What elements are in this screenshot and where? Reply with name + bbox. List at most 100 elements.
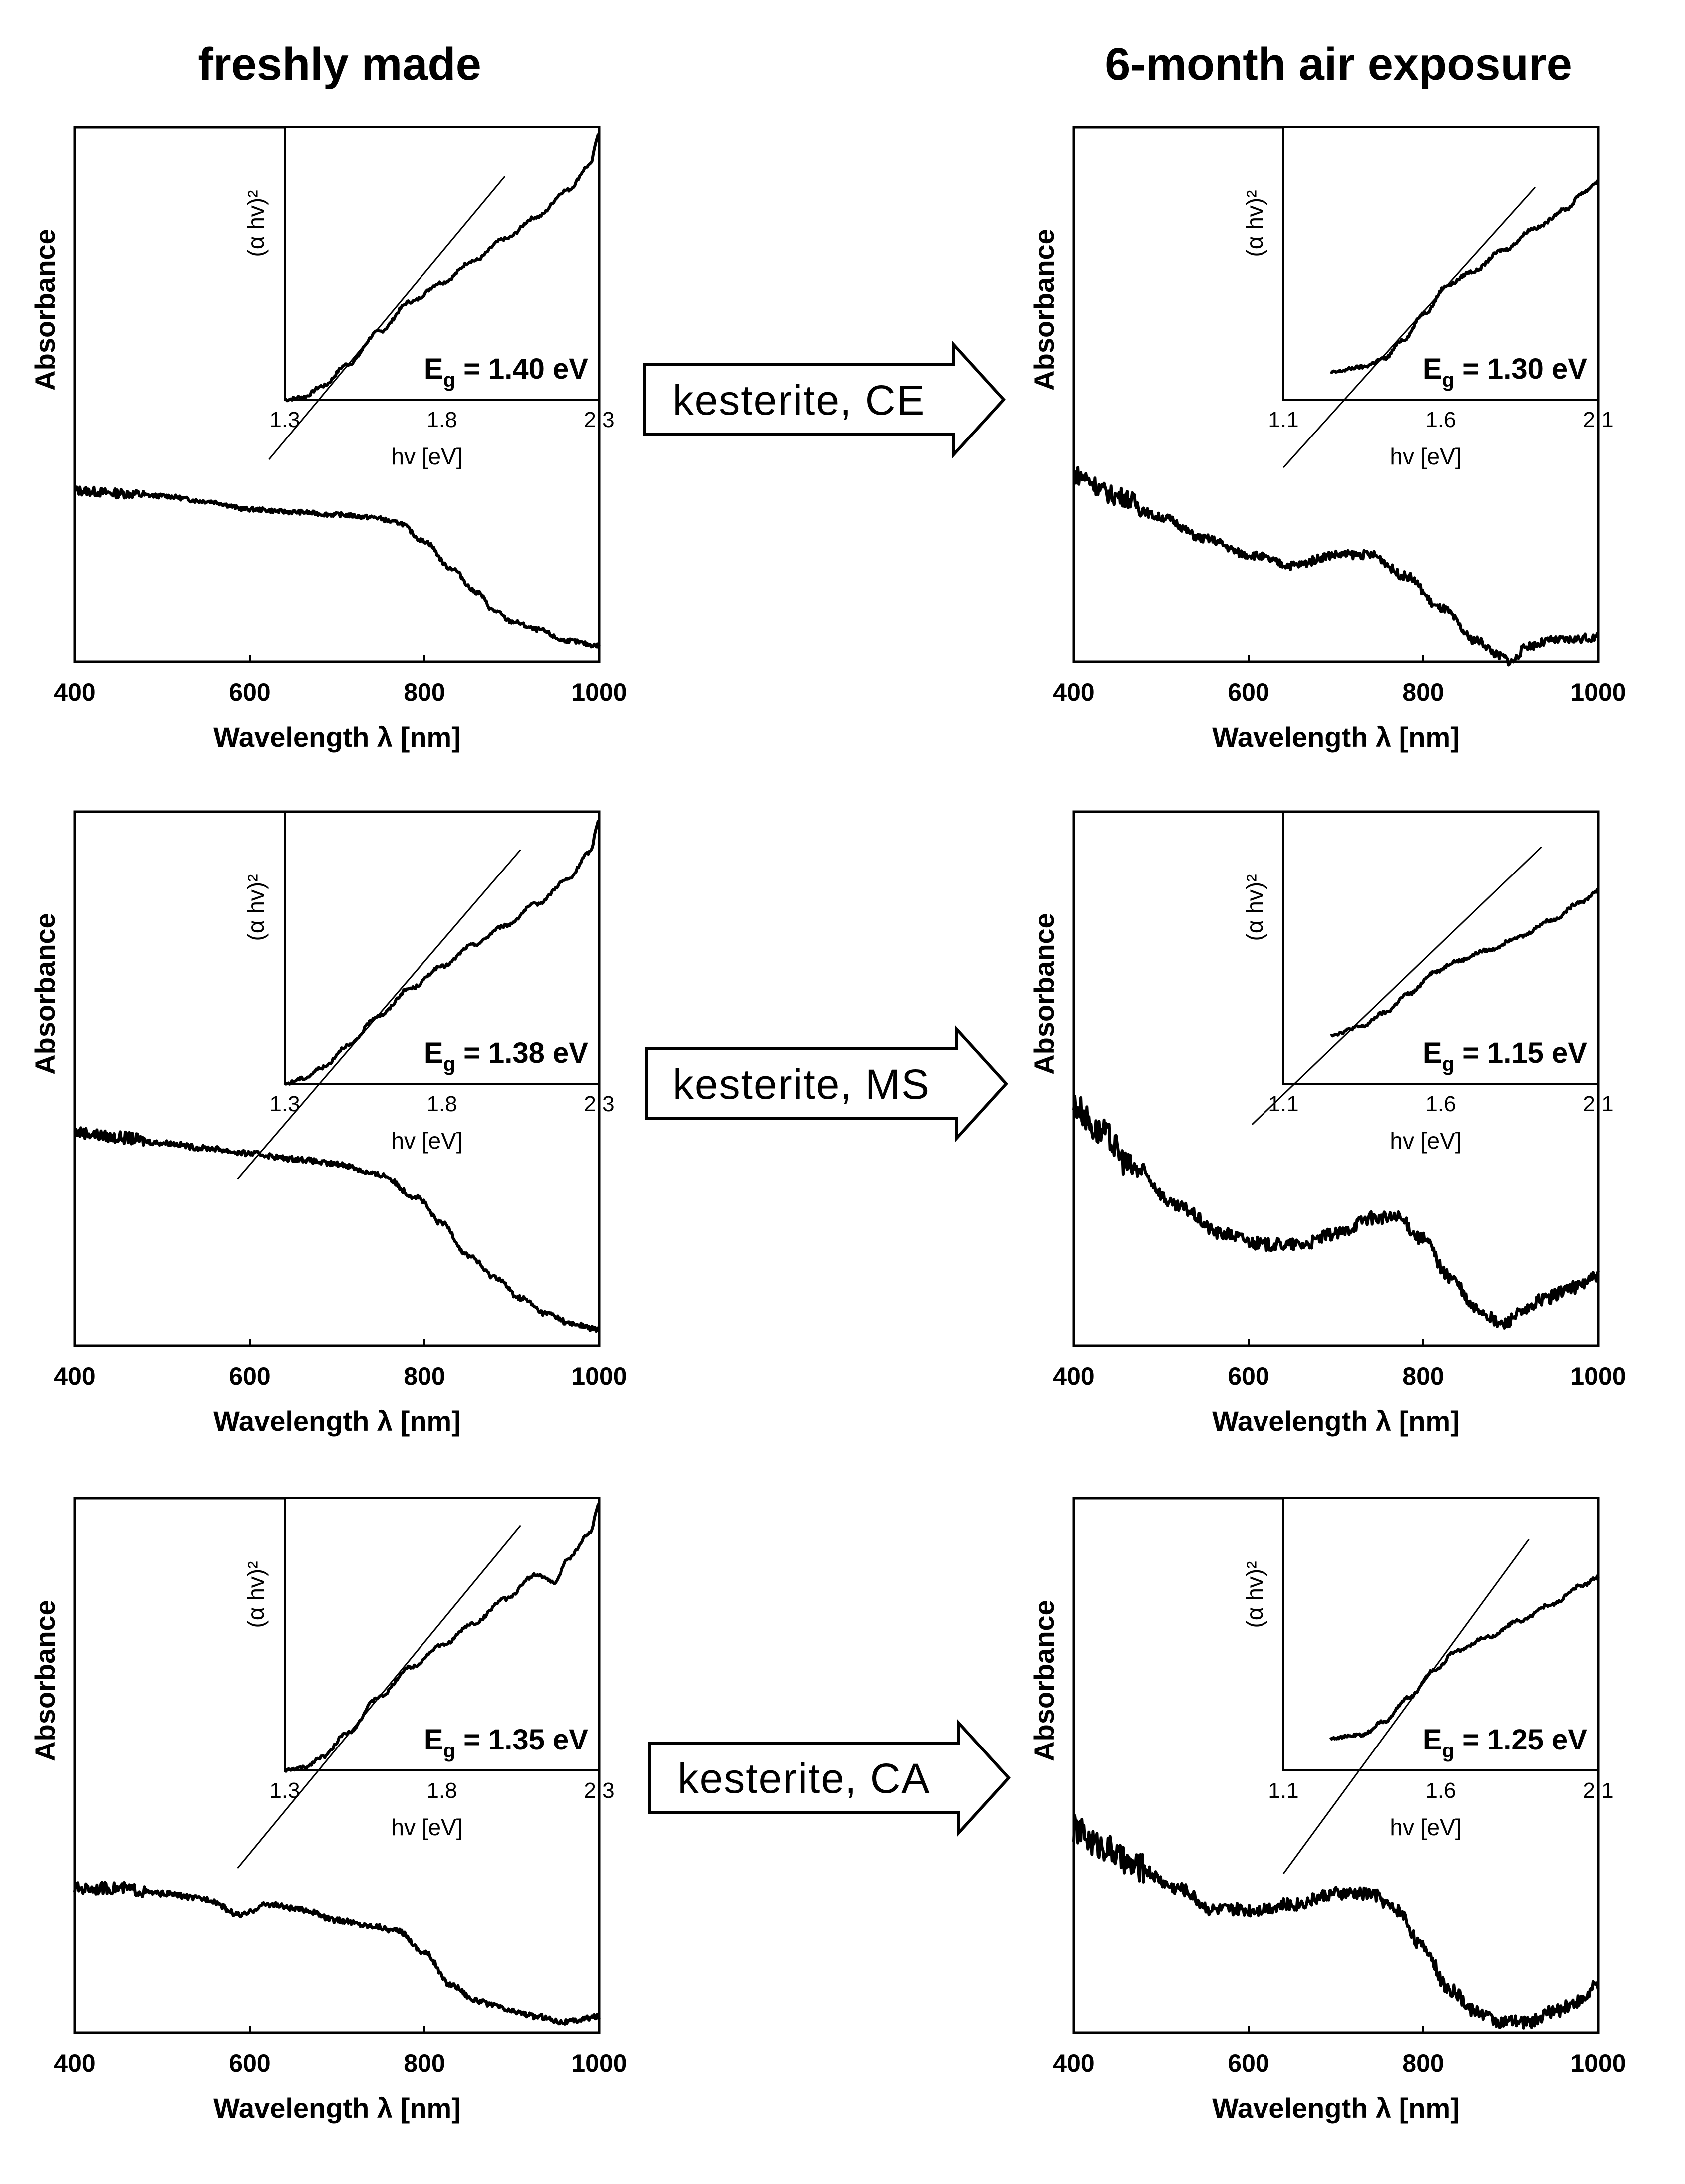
- band-gap-subscript: g: [443, 1740, 455, 1762]
- inset-frame: [1282, 126, 1599, 401]
- inset-tauc-curve: [1330, 887, 1599, 1038]
- x-tick-label: 400: [54, 1362, 95, 1390]
- band-gap-subscript: g: [443, 369, 455, 391]
- inset-y-axis-label: (α hv)²: [1242, 190, 1267, 257]
- inset-x-tick-label: 1.6: [1425, 408, 1456, 432]
- x-tick-label: 800: [404, 1362, 445, 1390]
- x-tick-label: 600: [1228, 678, 1269, 706]
- inset-x-tick-label: 2.1: [1583, 1778, 1613, 1803]
- x-tick-label: 800: [404, 2049, 445, 2077]
- x-tick-label: 1000: [571, 2049, 627, 2077]
- y-axis-label: Absorbance: [1028, 1600, 1060, 1761]
- inset-linear-fit-line: [1282, 186, 1536, 468]
- band-gap-value: = 1.40 eV: [455, 353, 588, 385]
- y-axis-label: Absorbance: [29, 913, 61, 1075]
- chart-panel-aged-ca: 400 600 800 1000 Wavelength λ [nm] Absorbance…: [1028, 1497, 1626, 2124]
- band-gap-value: = 1.35 eV: [455, 1724, 588, 1756]
- x-tick-label: 400: [1053, 2049, 1094, 2077]
- panels: 400 600 800 1000 Wavelength λ [nm] Absorbance…: [29, 126, 1626, 2124]
- x-tick-label: 800: [1402, 2049, 1444, 2077]
- chart-panel-fresh-ce: 400 600 800 1000 Wavelength λ [nm] Absorbance…: [29, 126, 627, 753]
- inset-x-tick-label: 1.1: [1268, 1778, 1298, 1803]
- inset-x-tick-label: 1.6: [1425, 1092, 1456, 1116]
- inset-tauc-curve: [1329, 179, 1599, 374]
- absorbance-series-line: [1072, 466, 1600, 667]
- inset-y-axis-label: (α hv)²: [1242, 1561, 1267, 1628]
- absorbance-series-line: [1072, 1095, 1600, 1330]
- column-title-freshly-made: freshly made: [198, 39, 481, 90]
- inset-x-axis-label: hv [eV]: [1390, 1814, 1461, 1840]
- arrow-label: kesterite, CE: [673, 377, 926, 424]
- inset-tauc-curve: [283, 819, 601, 1086]
- band-gap-label: Eg = 1.38 eV: [424, 1037, 588, 1075]
- chart-panel-aged-ce: 400 600 800 1000 Wavelength λ [nm] Absorbance…: [1028, 126, 1626, 753]
- arrow-label: kesterite, MS: [673, 1061, 930, 1108]
- inset-x-axis-label: hv [eV]: [391, 1814, 462, 1840]
- inset-plot: 1.3 1.8 2.3hv [eV](α hv)²Eg = 1.40 eV: [243, 126, 615, 469]
- x-tick-label: 600: [229, 678, 270, 706]
- x-tick-label: 1000: [1570, 2049, 1626, 2077]
- inset-plot: 1.1 1.6 2.1 hv [eV] (α hv)² Eg = 1.30 eV: [1242, 126, 1614, 469]
- inset-y-axis-label: (α hv)²: [243, 1561, 269, 1628]
- inset-x-tick-label: 1.1: [1268, 408, 1298, 432]
- x-tick-label: 1000: [1570, 678, 1626, 706]
- x-tick-label: 400: [1053, 678, 1094, 706]
- band-gap-value: = 1.25 eV: [1454, 1724, 1587, 1756]
- y-axis-label: Absorbance: [29, 1600, 61, 1761]
- x-tick-label: 400: [54, 2049, 95, 2077]
- absorbance-series-line: [73, 1881, 601, 2026]
- x-tick-label: 1000: [571, 678, 627, 706]
- x-axis-label: Wavelength λ [nm]: [213, 2092, 461, 2124]
- chart-panel-fresh-ca: 400 600 800 1000 Wavelength λ [nm] Absorbance…: [29, 1497, 627, 2124]
- inset-x-tick-label: 2.1: [1583, 1092, 1613, 1116]
- x-tick-label: 800: [1402, 678, 1444, 706]
- arrow-label: kesterite, CA: [678, 1755, 931, 1802]
- y-axis-label: Absorbance: [1028, 229, 1060, 391]
- arrow-shape: [645, 1025, 1009, 1143]
- inset-plot: 1.1 1.6 2.1 hv [eV] (α hv)² Eg = 1.25 eV: [1242, 1497, 1614, 1874]
- x-tick-label: 600: [1228, 1362, 1269, 1390]
- inset-y-axis-label: (α hv)²: [1242, 874, 1267, 941]
- chart-panel-aged-ms: 400 600 800 1000 Wavelength λ [nm] Absorbance…: [1028, 810, 1626, 1437]
- inset-y-axis-label: (α hv)²: [243, 190, 269, 257]
- inset-x-tick-label: 2.1: [1583, 408, 1613, 432]
- absorbance-series-line: [73, 1126, 600, 1333]
- arrow-shape: [643, 341, 1006, 458]
- band-gap-label: Eg = 1.25 eV: [1423, 1724, 1587, 1762]
- band-gap-symbol: E: [1423, 1037, 1442, 1069]
- band-gap-symbol: E: [1423, 353, 1442, 385]
- inset-frame: [284, 1497, 600, 1771]
- x-tick-label: 400: [1053, 1362, 1094, 1390]
- band-gap-symbol: E: [424, 1037, 443, 1069]
- band-gap-label: Eg = 1.15 eV: [1423, 1037, 1587, 1075]
- band-gap-value: = 1.38 eV: [455, 1037, 588, 1069]
- inset-frame: [1282, 1497, 1599, 1771]
- y-axis-label: Absorbance: [1028, 913, 1060, 1075]
- chart-panel-fresh-ms: 400 600 800 1000 Wavelength λ [nm] Absorbance…: [29, 810, 627, 1437]
- inset-x-axis-label: hv [eV]: [1390, 443, 1461, 469]
- arrow-kesterite-ce: kesterite, CE: [643, 341, 1006, 458]
- band-gap-symbol: E: [1423, 1724, 1442, 1756]
- band-gap-subscript: g: [443, 1053, 455, 1075]
- inset-x-axis-label: hv [eV]: [1390, 1128, 1461, 1154]
- band-gap-symbol: E: [424, 1724, 443, 1756]
- inset-x-tick-label: 1.8: [426, 1778, 457, 1803]
- inset-linear-fit-line: [1251, 846, 1542, 1125]
- inset-linear-fit-line: [268, 176, 506, 460]
- band-gap-symbol: E: [424, 353, 443, 385]
- inset-x-tick-label: 2.3: [584, 1092, 614, 1116]
- band-gap-label: Eg = 1.30 eV: [1423, 353, 1587, 391]
- inset-y-axis-label: (α hv)²: [243, 874, 269, 941]
- band-gap-subscript: g: [1442, 1053, 1454, 1075]
- arrow-kesterite-ms: kesterite, MS: [645, 1025, 1009, 1143]
- inset-linear-fit-line: [1282, 1538, 1530, 1874]
- inset-x-tick-label: 1.8: [426, 408, 457, 432]
- absorbance-series-line: [73, 485, 601, 649]
- x-tick-label: 800: [404, 678, 445, 706]
- inset-plot: 1.1 1.6 2.1hv [eV](α hv)²Eg = 1.15 eV: [1242, 811, 1614, 1154]
- x-axis-label: Wavelength λ [nm]: [213, 721, 461, 753]
- inset-x-axis-label: hv [eV]: [391, 1128, 462, 1154]
- x-tick-label: 600: [229, 2049, 270, 2077]
- band-gap-subscript: g: [1442, 369, 1454, 391]
